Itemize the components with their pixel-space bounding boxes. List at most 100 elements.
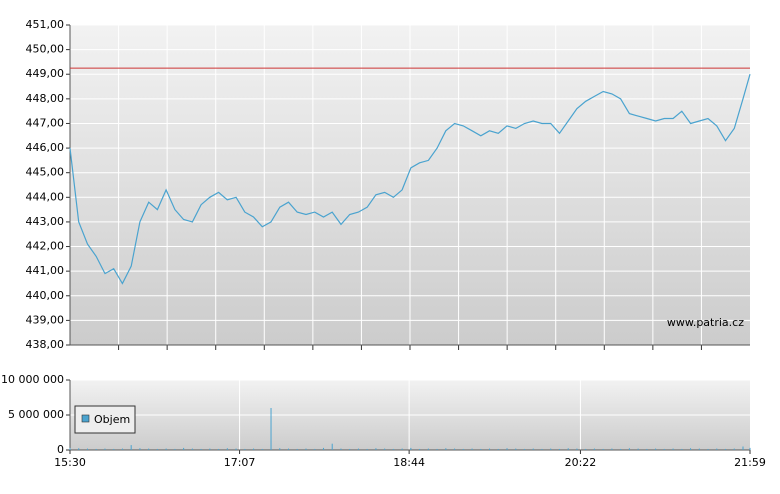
legend-label: Objem: [94, 413, 130, 426]
volume-bar: [104, 448, 106, 450]
volume-bar: [593, 448, 595, 450]
volume-bar: [384, 448, 386, 450]
volume-bar: [78, 448, 80, 450]
volume-bar: [156, 448, 158, 450]
volume-bar: [279, 448, 281, 450]
y-tick-label: 10 000 000: [1, 373, 64, 386]
x-tick-label: 20:22: [565, 456, 597, 469]
y-tick-label: 443,00: [26, 215, 65, 228]
watermark: www.patria.cz: [667, 316, 744, 329]
volume-bar: [462, 448, 464, 450]
volume-bar: [576, 448, 578, 450]
y-tick-label: 445,00: [26, 166, 65, 179]
volume-bar: [392, 448, 394, 450]
x-tick-label: 21:59: [734, 456, 766, 469]
y-tick-label: 439,00: [26, 313, 65, 326]
volume-bar: [305, 448, 307, 450]
volume-bar: [165, 448, 167, 450]
legend-swatch: [81, 414, 90, 423]
volume-bar: [366, 448, 368, 450]
volume-bar: [95, 448, 97, 450]
volume-bar: [637, 448, 639, 450]
volume-bar: [69, 447, 71, 450]
volume-bar: [698, 448, 700, 450]
volume-bar: [113, 448, 115, 450]
volume-bar: [322, 447, 324, 450]
volume-bar: [628, 448, 630, 450]
y-tick-label: 447,00: [26, 116, 65, 129]
volume-bar: [340, 448, 342, 450]
volume-bar: [209, 448, 211, 450]
volume-bar: [716, 448, 718, 450]
volume-bar: [296, 448, 298, 450]
volume-bar: [253, 448, 255, 450]
volume-bar: [497, 448, 499, 450]
volume-bar: [602, 448, 604, 450]
volume-bar: [471, 448, 473, 450]
volume-bar: [410, 447, 412, 450]
volume-bar: [663, 448, 665, 450]
volume-bar: [655, 448, 657, 450]
volume-bar: [401, 448, 403, 450]
volume-bar: [672, 448, 674, 450]
y-tick-label: 444,00: [26, 190, 65, 203]
volume-bar: [585, 448, 587, 450]
volume-bar: [454, 448, 456, 450]
volume-bar: [480, 448, 482, 450]
volume-bar: [749, 447, 751, 450]
x-tick-label: 18:44: [393, 456, 425, 469]
volume-bar: [357, 448, 359, 450]
volume-bar: [139, 448, 141, 450]
volume-bar: [725, 448, 727, 450]
volume-bar: [375, 448, 377, 450]
volume-bar: [541, 448, 543, 450]
y-tick-label: 442,00: [26, 240, 65, 253]
price-line: [69, 74, 751, 285]
volume-bar: [200, 448, 202, 450]
volume-bar: [191, 448, 193, 450]
volume-bar: [261, 448, 263, 450]
volume-bar: [148, 448, 150, 450]
volume-bar: [436, 448, 438, 450]
y-tick-label: 451,00: [26, 18, 65, 31]
y-tick-label: 449,00: [26, 67, 65, 80]
volume-bar: [690, 448, 692, 450]
volume-bar: [270, 408, 272, 450]
volume-bar: [314, 448, 316, 450]
y-tick-label: 438,00: [26, 338, 65, 351]
volume-bar: [226, 448, 228, 450]
legend-box: [74, 405, 136, 434]
volume-bar: [121, 448, 123, 450]
y-tick-label: 0: [57, 443, 64, 456]
volume-bar: [445, 448, 447, 450]
y-tick-label: 450,00: [26, 43, 65, 56]
volume-bar: [567, 448, 569, 450]
volume-bar: [550, 448, 552, 450]
volume-bar: [733, 448, 735, 450]
y-tick-label: 441,00: [26, 264, 65, 277]
x-tick-label: 17:07: [224, 456, 256, 469]
volume-bar: [218, 448, 220, 450]
volume-bar: [331, 443, 333, 450]
volume-bar: [349, 448, 351, 450]
volume-bar: [515, 448, 517, 450]
volume-bar: [489, 448, 491, 450]
y-tick-label: 5 000 000: [8, 408, 64, 421]
volume-bar: [174, 448, 176, 450]
volume-bar: [646, 448, 648, 450]
volume-bar: [288, 448, 290, 450]
volume-bar: [86, 448, 88, 450]
volume-bar: [681, 448, 683, 450]
volume-bar: [419, 448, 421, 450]
volume-bar: [707, 448, 709, 450]
volume-bar: [558, 448, 560, 450]
volume-bar: [611, 448, 613, 450]
volume-bar: [523, 448, 525, 450]
y-tick-label: 448,00: [26, 92, 65, 105]
volume-bar: [427, 448, 429, 450]
y-tick-label: 440,00: [26, 289, 65, 302]
volume-bar: [532, 448, 534, 450]
volume-bar: [235, 448, 237, 450]
